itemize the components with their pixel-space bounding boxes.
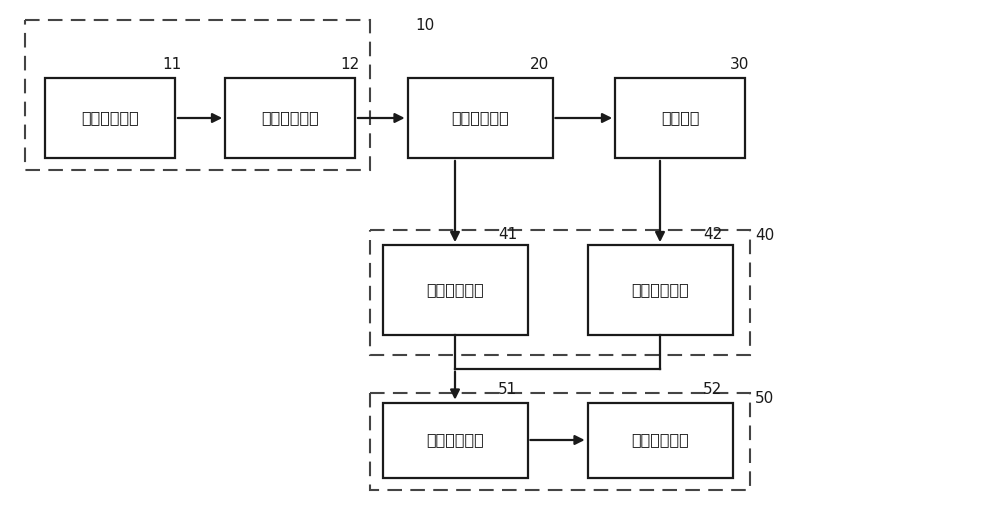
Text: 光电隔离模块: 光电隔离模块 <box>631 433 689 448</box>
Text: 10: 10 <box>415 18 434 33</box>
Bar <box>225 78 355 158</box>
Text: 20: 20 <box>530 57 549 72</box>
Text: 直流滤波模块: 直流滤波模块 <box>81 111 139 125</box>
Bar <box>383 402 528 477</box>
Text: 信号放大单元: 信号放大单元 <box>451 111 509 125</box>
Text: 12: 12 <box>340 57 359 72</box>
Text: 42: 42 <box>703 227 722 242</box>
Text: 反向积分模块: 反向积分模块 <box>631 282 689 297</box>
Text: 正向积分模块: 正向积分模块 <box>426 282 484 297</box>
Bar <box>588 402 732 477</box>
Bar <box>588 245 732 335</box>
Bar <box>408 78 552 158</box>
Bar <box>370 393 750 490</box>
Text: 阈值比较模块: 阈值比较模块 <box>426 433 484 448</box>
Bar <box>615 78 745 158</box>
Bar <box>383 245 528 335</box>
Text: 30: 30 <box>730 57 749 72</box>
Text: 41: 41 <box>498 227 517 242</box>
Text: 反向单元: 反向单元 <box>661 111 699 125</box>
Bar <box>45 78 175 158</box>
Text: 51: 51 <box>498 382 517 397</box>
Text: 52: 52 <box>703 382 722 397</box>
Bar <box>25 20 370 170</box>
Text: 11: 11 <box>162 57 181 72</box>
Text: 直流输入模块: 直流输入模块 <box>261 111 319 125</box>
Text: 40: 40 <box>755 228 774 243</box>
Text: 50: 50 <box>755 391 774 406</box>
Bar <box>370 230 750 355</box>
